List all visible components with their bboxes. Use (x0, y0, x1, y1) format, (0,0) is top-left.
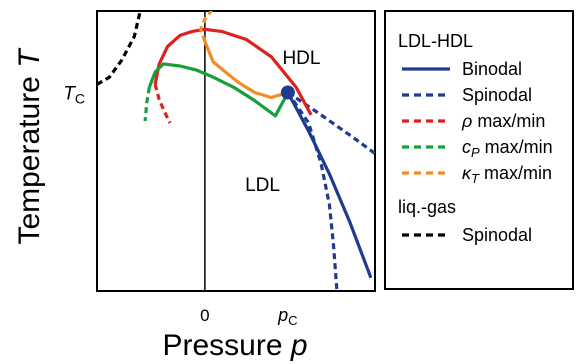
series-binodal (286, 91, 373, 279)
x-axis-label-variable: p (290, 329, 308, 362)
region-label-ldl: LDL (245, 175, 280, 196)
x-tick-label-zero: 0 (200, 306, 209, 325)
y-axis-label-variable: T (13, 47, 46, 68)
legend-entry-label: κT max/min (462, 163, 552, 186)
critical-point-marker (280, 85, 295, 100)
series-kappa-max-min-dashed (199, 11, 214, 43)
y-tick-label-tc: TC (63, 83, 85, 106)
series-cp-max-min-dashed (143, 87, 151, 122)
legend-entry-label: Binodal (462, 59, 522, 79)
legend: LDL-HDL Binodal Spinodal ρ max/min cP max/mi… (384, 10, 574, 290)
legend-group-title: LDL-HDL (398, 31, 473, 51)
plot-frame (96, 10, 376, 292)
series-density-max-min-dashed (153, 83, 172, 124)
x-axis-label: Pressure p (162, 329, 307, 362)
x-tick-label-pc-var: p (277, 305, 288, 325)
series-liq-gas-spinodal (97, 11, 142, 86)
y-tick-label-tc-var: T (63, 83, 76, 104)
series-density-max-min (153, 27, 313, 116)
y-tick-label-tc-sub: C (75, 90, 85, 106)
legend-box (384, 10, 574, 290)
series-kappa-max-min (203, 40, 289, 100)
y-axis-label: Temperature T (13, 47, 46, 245)
legend-entry-label: cP max/min (462, 137, 553, 160)
legend-entry-label: Spinodal (462, 225, 532, 245)
series-ldl-hdl-spinodal-high (287, 91, 375, 155)
legend-entry-label: ρ max/min (461, 111, 545, 131)
x-tick-label-pc-sub: C (288, 313, 297, 328)
series-ldl-hdl-spinodal-low (286, 91, 339, 290)
legend-group-title: liq.-gas (398, 197, 456, 217)
x-axis-label-text: Pressure (162, 329, 282, 362)
region-label-hdl: HDL (282, 48, 320, 69)
y-axis-label-text: Temperature (13, 76, 46, 244)
legend-entry-label: Spinodal (462, 85, 532, 105)
series-cp-max-min (147, 62, 290, 118)
x-tick-label-pc: pC (277, 305, 297, 328)
